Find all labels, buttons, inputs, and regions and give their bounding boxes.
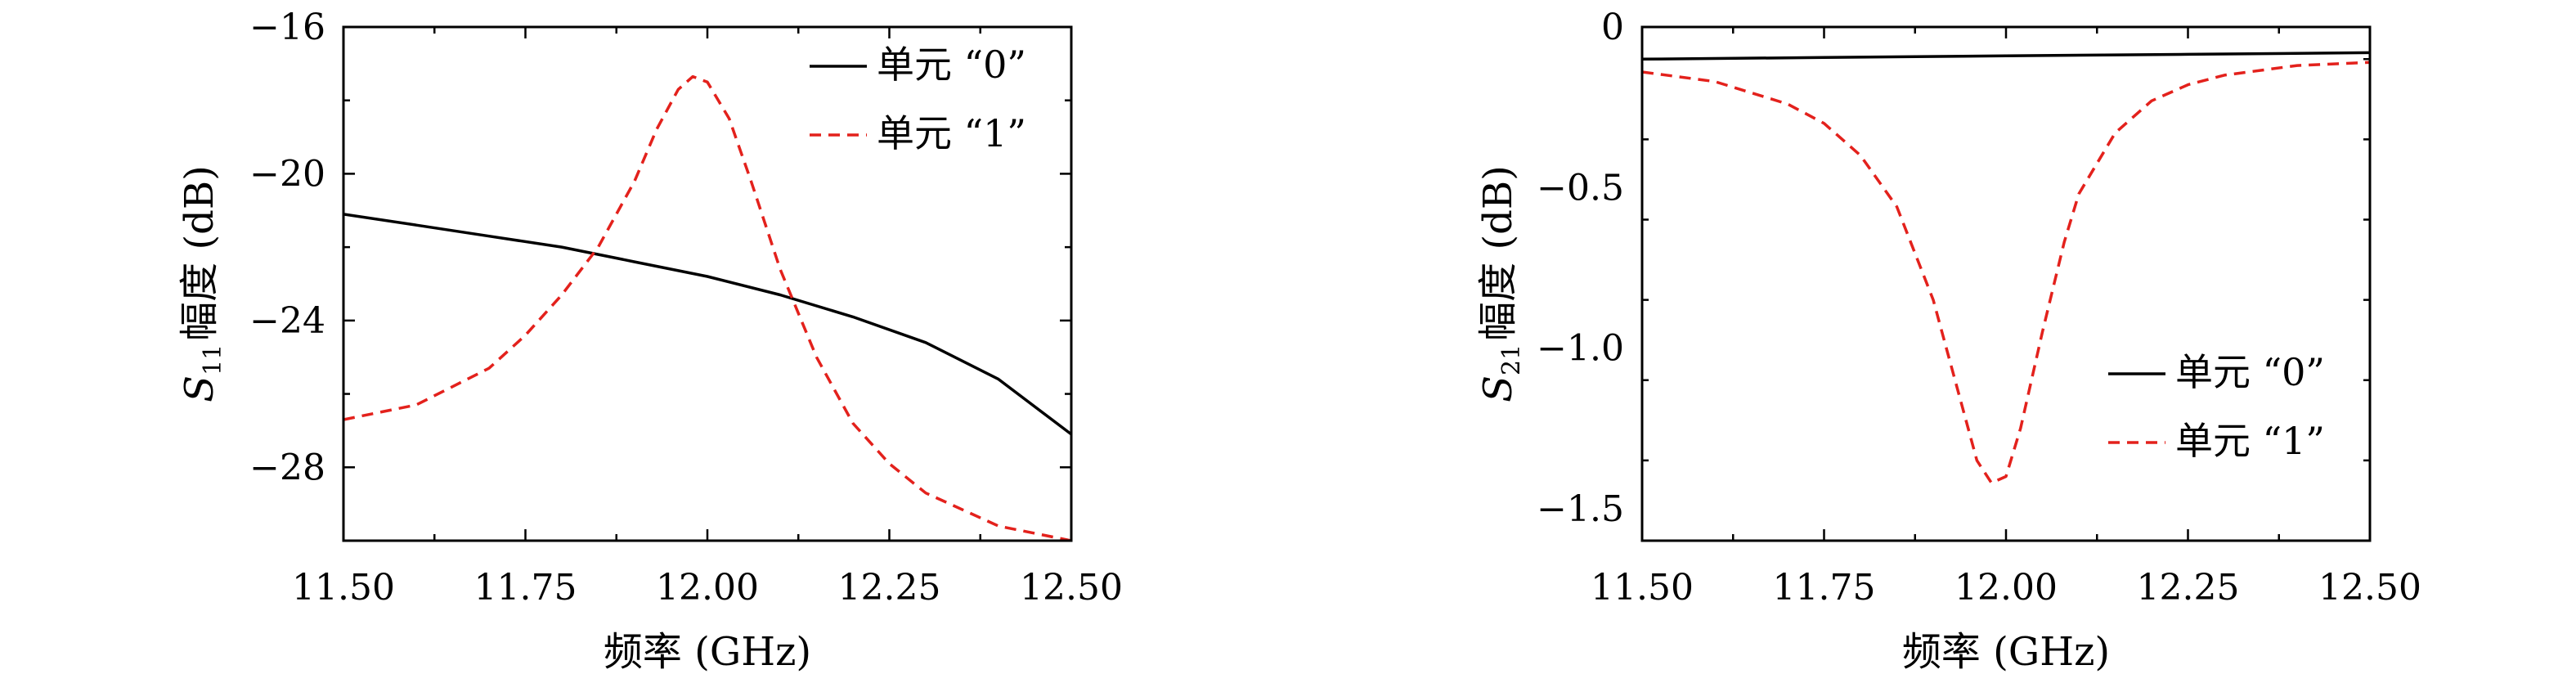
x-tick-label: 12.50 bbox=[1020, 567, 1123, 609]
y-tick-label: −1.5 bbox=[1537, 488, 1624, 530]
y-tick-label: −28 bbox=[249, 447, 325, 488]
y-tick-label: −24 bbox=[249, 300, 325, 342]
legend-label-unit1: 单元 “1” bbox=[877, 111, 1026, 155]
s21-chart-panel: 11.50 11.75 12.00 12.25 12.50 −1.5 −1.0 −0.5 0 频率… bbox=[1475, 7, 2421, 675]
y-axis-label-subscript: 21 bbox=[1497, 344, 1526, 375]
y-axis-label-symbol: S bbox=[1475, 375, 1521, 402]
series-line-unit0 bbox=[1642, 51, 2370, 61]
y-axis-label: S11幅度 (dB) bbox=[177, 165, 227, 402]
legend-label-unit0: 单元 “0” bbox=[2175, 350, 2325, 394]
legend-label-unit0: 单元 “0” bbox=[877, 43, 1026, 87]
y-axis-label: S21幅度 (dB) bbox=[1475, 165, 1526, 402]
y-tick-label: −16 bbox=[249, 7, 325, 48]
series-line-unit0 bbox=[343, 213, 1071, 436]
x-tick-label: 11.75 bbox=[474, 567, 577, 609]
x-axis-label: 频率 (GHz) bbox=[1902, 629, 2110, 675]
series-line-unit1 bbox=[1642, 61, 2370, 485]
y-axis-label-symbol: S bbox=[177, 375, 222, 402]
series-line-unit1 bbox=[343, 74, 1071, 541]
y-axis-label-text: 幅度 (dB) bbox=[1475, 165, 1521, 341]
x-tick-label: 12.25 bbox=[2137, 567, 2240, 609]
x-tick-label: 11.50 bbox=[292, 567, 395, 609]
y-axis-label-text: 幅度 (dB) bbox=[177, 165, 222, 341]
y-tick-label: −20 bbox=[249, 153, 325, 195]
legend-label-unit1: 单元 “1” bbox=[2175, 419, 2325, 463]
y-tick-label: −0.5 bbox=[1537, 167, 1624, 209]
x-axis-label: 频率 (GHz) bbox=[604, 629, 811, 675]
plot-frame bbox=[342, 25, 1073, 542]
x-tick-label: 12.00 bbox=[1954, 567, 2058, 609]
x-tick-label: 12.25 bbox=[838, 567, 941, 609]
x-tick-label: 11.50 bbox=[1591, 567, 1694, 609]
s11-chart-panel: 11.50 11.75 12.00 12.25 12.50 −28 −24 −20 −16 频率 … bbox=[177, 7, 1123, 675]
x-tick-label: 12.00 bbox=[656, 567, 759, 609]
y-tick-label: 0 bbox=[1601, 7, 1624, 48]
y-axis-label-subscript: 11 bbox=[199, 344, 227, 375]
y-tick-label: −1.0 bbox=[1537, 328, 1624, 370]
x-tick-label: 11.75 bbox=[1773, 567, 1876, 609]
x-tick-label: 12.50 bbox=[2318, 567, 2421, 609]
plot-frame bbox=[1640, 25, 2372, 542]
